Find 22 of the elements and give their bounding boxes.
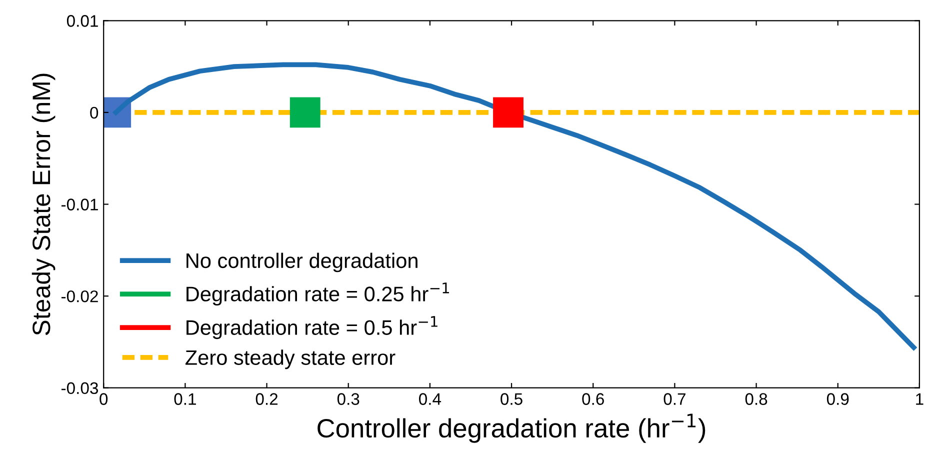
x-tick-label: 0 [100,393,108,405]
y-tick-label: -0.01 [61,198,98,210]
y-tick-label: 0 [90,106,98,119]
x-axis-title: Controller degradation rate (hr$^{−1}$) [318,414,706,443]
legend-label: No controller degradation [186,252,418,272]
x-tick-label: 0.3 [337,393,360,405]
x-tick-label: 0.7 [664,393,686,405]
x-tick-label: 0.5 [500,393,522,405]
x-tick-label: 0.2 [256,393,278,405]
x-tick-label: 0.1 [174,393,196,405]
legend-label: Degradation rate = 0.25 hr$^{−1}$ [186,282,449,306]
y-tick-label: -0.02 [61,290,98,302]
x-tick-label: 0.9 [826,393,849,405]
legend-label: Degradation rate = 0.5 hr$^{−1}$ [186,316,438,340]
x-tick-label: 1 [916,393,924,405]
x-tick-label: 0.4 [419,393,442,405]
y-tick-label: -0.03 [61,382,98,394]
y-axis-title: Steady State Error (nM) [32,74,56,336]
legend-label: Zero steady state error [186,350,396,370]
x-tick-label: 0.6 [582,393,604,405]
y-tick-label: 0.01 [66,15,98,27]
x-tick-label: 0.8 [745,393,768,405]
